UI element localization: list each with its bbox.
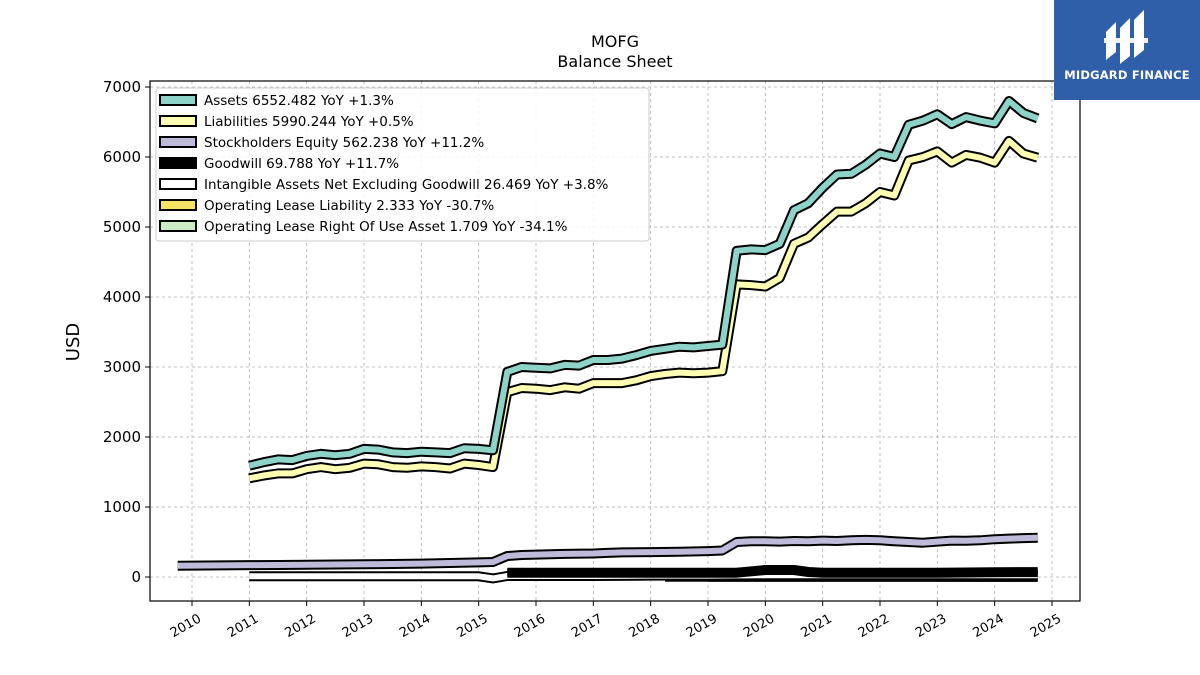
legend-swatch <box>159 157 197 169</box>
legend-box <box>155 87 650 242</box>
legend-label: Stockholders Equity 562.238 YoY +11.2% <box>204 135 484 151</box>
x-tick-label: 2023 <box>913 611 949 641</box>
series-liabilities <box>248 135 1040 484</box>
brand-name: MIDGARD FINANCE <box>1064 68 1190 82</box>
x-tick-label: 2020 <box>741 611 777 641</box>
x-tick-label: 2022 <box>856 611 892 641</box>
y-tick-label: 3000 <box>103 358 141 376</box>
y-tick-label: 2000 <box>103 428 141 446</box>
legend-swatch <box>159 115 197 127</box>
legend-swatch <box>159 199 197 211</box>
legend-item: Assets 6552.482 YoY +1.3% <box>159 93 394 109</box>
legend-label: Intangible Assets Net Excluding Goodwill… <box>204 177 609 193</box>
legend-label: Liabilities 5990.244 YoY +0.5% <box>204 114 414 130</box>
legend-item: Liabilities 5990.244 YoY +0.5% <box>159 114 414 130</box>
chart-title: MOFG <box>591 32 639 51</box>
x-tick-label: 2018 <box>627 611 663 641</box>
chart-subtitle: Balance Sheet <box>557 52 672 71</box>
y-tick-label: 6000 <box>103 148 141 166</box>
y-tick-label: 4000 <box>103 288 141 306</box>
series-stockholders-equity <box>177 532 1038 571</box>
x-tick-label: 2012 <box>283 611 319 641</box>
x-tick-label: 2013 <box>340 611 376 641</box>
legend-swatch <box>159 94 197 106</box>
brand-logo: MIDGARD FINANCE <box>1054 0 1200 100</box>
y-tick-label: 0 <box>131 568 141 586</box>
legend-label: Assets 6552.482 YoY +1.3% <box>204 93 394 109</box>
legend-swatch <box>159 220 197 232</box>
legend-item: Stockholders Equity 562.238 YoY +11.2% <box>159 135 484 151</box>
legend-swatch <box>159 178 197 190</box>
legend-item: Operating Lease Right Of Use Asset 1.709… <box>159 219 568 235</box>
midgard-logo-icon <box>1104 10 1148 64</box>
x-tick-label: 2025 <box>1028 611 1064 641</box>
legend-label: Goodwill 69.788 YoY +11.7% <box>204 156 399 172</box>
x-tick-label: 2021 <box>799 611 835 641</box>
x-tick-label: 2015 <box>455 611 491 641</box>
x-tick-label: 2011 <box>225 611 261 641</box>
y-tick-label: 7000 <box>103 78 141 96</box>
x-tick-label: 2014 <box>397 611 433 641</box>
series-line <box>248 137 1039 482</box>
legend-label: Operating Lease Liability 2.333 YoY -30.… <box>204 198 494 214</box>
y-tick-label: 5000 <box>103 218 141 236</box>
x-tick-label: 2010 <box>168 611 204 641</box>
legend-label: Operating Lease Right Of Use Asset 1.709… <box>204 219 568 235</box>
series-line <box>248 98 1039 469</box>
y-tick-label: 1000 <box>103 498 141 516</box>
series-goodwill <box>507 565 1038 578</box>
y-axis-label: USD <box>63 323 84 361</box>
x-tick-label: 2019 <box>684 611 720 641</box>
x-tick-label: 2024 <box>971 611 1007 641</box>
legend-item: Goodwill 69.788 YoY +11.7% <box>159 156 399 172</box>
plot-frame <box>149 80 1081 602</box>
series-assets <box>248 96 1040 471</box>
legend: Assets 6552.482 YoY +1.3% Liabilities 599… <box>155 87 650 242</box>
series-line <box>507 567 1038 576</box>
series-line <box>177 534 1038 569</box>
x-tick-label: 2016 <box>512 611 548 641</box>
x-tick-label: 2017 <box>569 611 605 641</box>
legend-item: Operating Lease Liability 2.333 YoY -30.… <box>159 198 494 214</box>
series-layer <box>177 96 1040 584</box>
legend-swatch <box>159 136 197 148</box>
legend-item: Intangible Assets Net Excluding Goodwill… <box>159 177 609 193</box>
